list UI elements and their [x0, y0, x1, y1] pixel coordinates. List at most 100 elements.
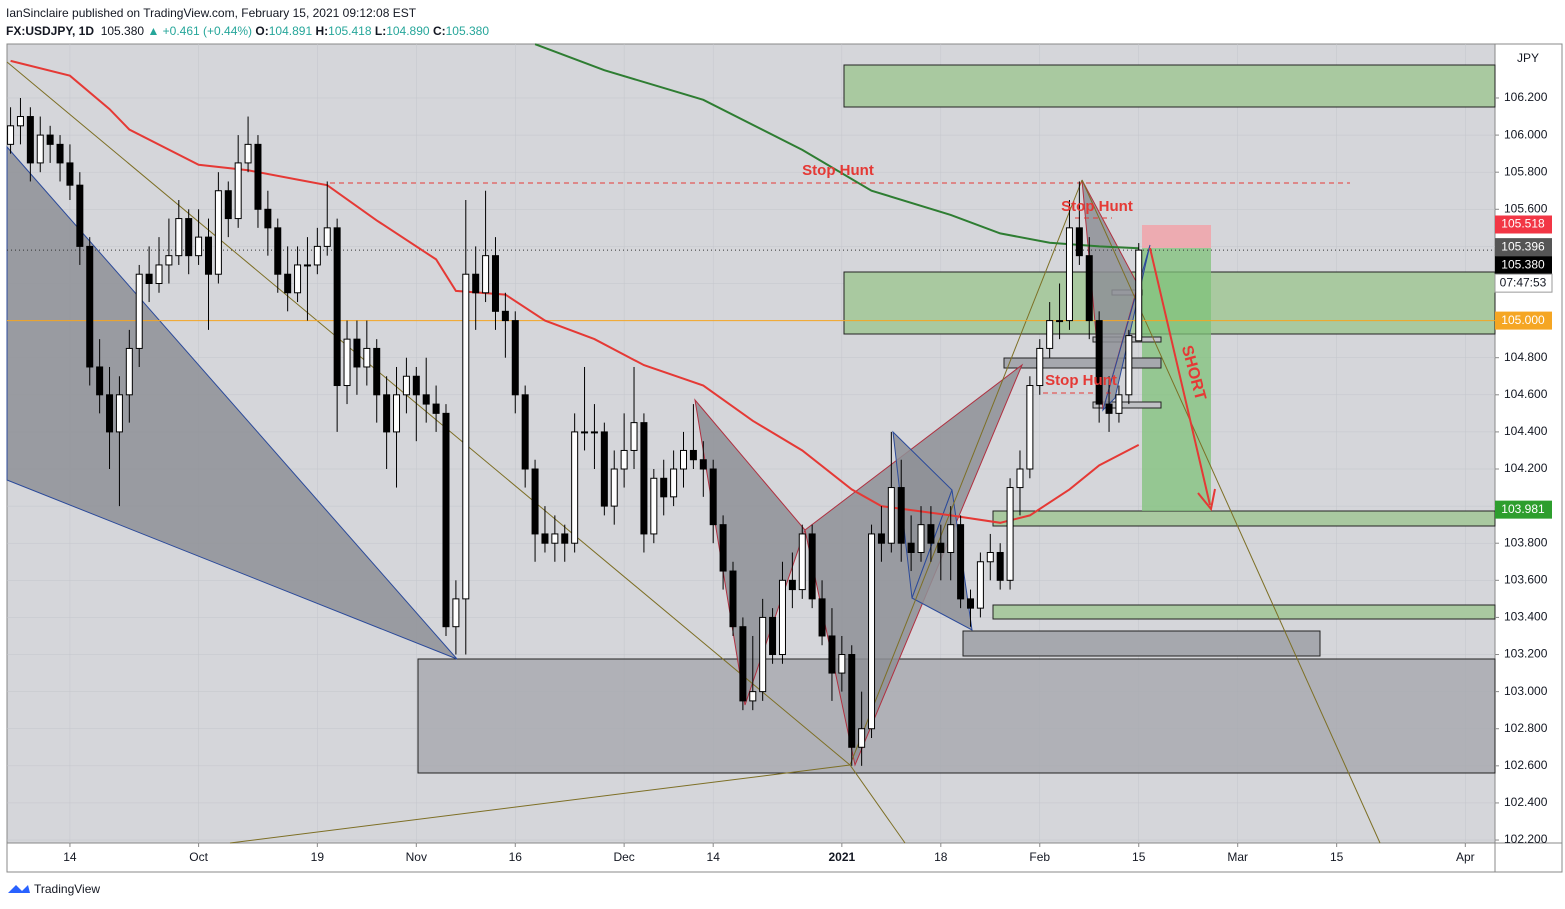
y-tick-label: 105.600 — [1504, 201, 1548, 215]
candle-body — [66, 162, 74, 186]
candle-body — [472, 273, 480, 294]
y-tick-label: 104.400 — [1504, 424, 1548, 438]
candle-body — [254, 143, 262, 210]
candle-body — [650, 477, 658, 535]
candle-body — [600, 431, 608, 507]
moving-average — [10, 59, 1140, 524]
trend-line — [229, 764, 851, 844]
price-label: 105.000 — [1495, 311, 1552, 330]
candle-body — [689, 449, 697, 461]
candle-body — [927, 524, 935, 544]
h-key: H: — [315, 24, 329, 38]
candle-body — [521, 394, 529, 470]
candle-body — [264, 208, 272, 229]
annotation: Stop Hunt — [802, 162, 874, 179]
candle-body — [739, 626, 747, 702]
candle-body — [185, 218, 193, 257]
candle-body — [858, 728, 866, 748]
zones — [417, 64, 1496, 774]
candle-body — [551, 533, 559, 544]
candle-body — [363, 347, 371, 368]
candle-body — [393, 394, 401, 433]
candle-body — [1046, 320, 1054, 349]
candle-body — [1065, 227, 1073, 322]
price-label: 103.981 — [1495, 500, 1552, 519]
candle-body — [778, 579, 786, 656]
candle-body — [590, 431, 598, 434]
x-tick-label: Nov — [406, 850, 427, 864]
countdown: 07:47:53 — [1500, 275, 1547, 289]
x-tick-label: 16 — [509, 850, 523, 864]
candle-body — [828, 635, 836, 674]
annotation: Stop Hunt — [1045, 372, 1117, 389]
logo — [8, 885, 30, 893]
candle-body — [531, 468, 539, 535]
candle-body — [333, 227, 341, 387]
candle-body — [274, 227, 282, 275]
candle-body — [125, 347, 133, 396]
candle-body — [541, 533, 549, 544]
candle-body — [323, 227, 331, 247]
patterns — [6, 61, 1381, 844]
candle-body — [135, 273, 143, 349]
y-tick-label: 102.600 — [1504, 758, 1548, 772]
candle-body — [1006, 487, 1014, 581]
candle-body — [571, 431, 579, 544]
x-tick-label: 15 — [1132, 850, 1146, 864]
c-key: C: — [432, 24, 446, 38]
candle-body — [1105, 403, 1113, 414]
candle-body — [620, 449, 628, 470]
candle-body — [917, 524, 925, 553]
candle-body — [848, 654, 856, 748]
l-val: 104.890 — [386, 24, 430, 38]
target-box — [1142, 248, 1211, 511]
candle-body — [195, 236, 203, 257]
x-tick-label: 14 — [707, 850, 721, 864]
last: 105.380 — [100, 24, 145, 38]
y-tick-label: 102.200 — [1504, 832, 1548, 846]
candle-body — [303, 264, 311, 267]
x-tick-label: Feb — [1029, 850, 1050, 864]
candle-body — [719, 524, 727, 572]
candle-body — [699, 459, 707, 470]
candle-body — [491, 255, 499, 312]
published-line: IanSinclaire published on TradingView.co… — [6, 6, 417, 20]
candle-body — [284, 273, 292, 294]
candle-body — [402, 375, 410, 396]
candle-body — [1075, 227, 1083, 257]
y-tick-label: 103.200 — [1504, 647, 1548, 661]
x-tick-label: 14 — [63, 850, 77, 864]
candle-body — [1095, 320, 1103, 405]
candle-body — [660, 477, 668, 498]
candle-body — [947, 524, 955, 553]
candle-body — [214, 190, 222, 275]
o-key: O: — [255, 24, 269, 38]
y-tick-label: 103.400 — [1504, 610, 1548, 624]
y-tick-label: 106.000 — [1504, 127, 1548, 141]
candle-body — [769, 616, 777, 656]
candle-body — [86, 245, 94, 368]
candle-body — [610, 468, 618, 507]
price-label-box — [1495, 500, 1552, 519]
candle-body — [501, 310, 509, 322]
candle-body — [1125, 335, 1133, 396]
candle-body — [7, 125, 15, 145]
stop-box — [1142, 225, 1211, 248]
candle-body — [26, 116, 34, 164]
candle-body — [759, 616, 767, 693]
x-tick-label: 19 — [311, 850, 325, 864]
x-tick-label: Oct — [189, 850, 208, 864]
candle-body — [462, 273, 470, 600]
candle-body — [452, 598, 460, 628]
arrow-head — [1197, 488, 1216, 512]
candle-body — [412, 375, 420, 396]
candle-body — [115, 394, 123, 433]
countdown-box — [1494, 273, 1553, 293]
moving-average — [534, 43, 1139, 250]
candle-body — [680, 449, 688, 470]
candle-body — [353, 338, 361, 368]
candle-body — [294, 264, 302, 294]
y-tick-label: 104.200 — [1504, 461, 1548, 475]
y-tick-label: 103.000 — [1504, 684, 1548, 698]
candle-body — [996, 551, 1004, 581]
